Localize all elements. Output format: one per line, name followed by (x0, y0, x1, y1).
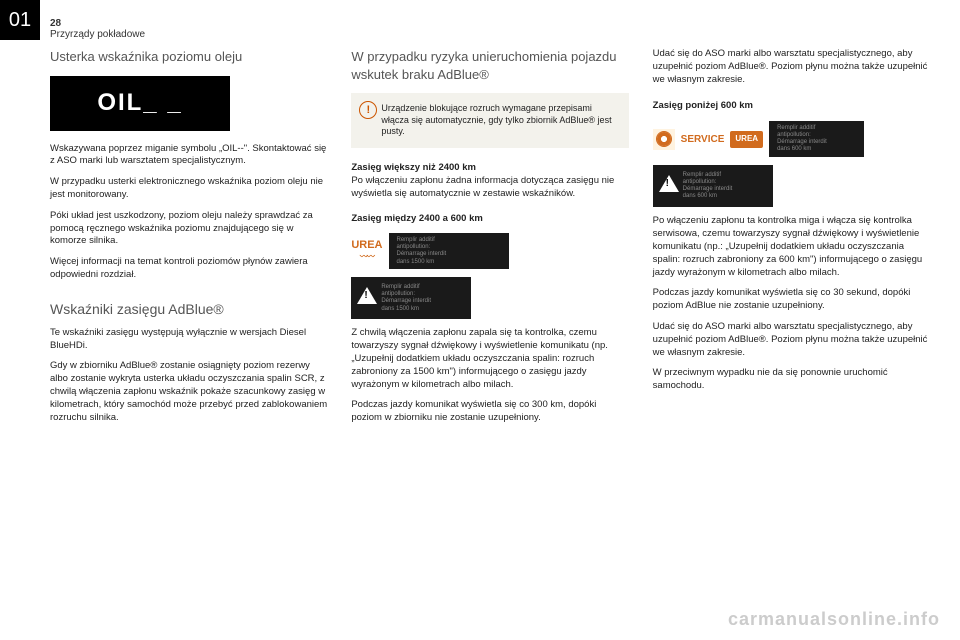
dashboard-message-panel: Remplir additif antipollution: Démarrage… (389, 233, 509, 269)
paragraph: Po włączeniu zapłonu żadna informacja do… (351, 175, 628, 201)
heading-risk: W przypadku ryzyka unieruchomienia pojaz… (351, 48, 628, 83)
sun-icon (657, 132, 671, 146)
paragraph: Póki układ jest uszkodzony, poziom oleju… (50, 210, 327, 248)
urea-icon: UREA〰〰 (351, 240, 382, 262)
warning-triangle-icon (357, 287, 377, 304)
watermark: carmanualsonline.info (728, 609, 940, 630)
paragraph: W przeciwnym wypadku nie da się ponownie… (653, 367, 930, 393)
paragraph: Te wskaźniki zasięgu występują wyłącznie… (50, 327, 327, 353)
range-label-600-2400: Zasięg między 2400 a 600 km (351, 213, 628, 226)
paragraph: Podczas jazdy komunikat wyświetla się co… (351, 399, 628, 425)
chapter-tab: 01 (0, 0, 40, 40)
oil-indicator-display: OIL_ _ (50, 76, 230, 131)
dashboard-message-panel: Remplir additif antipollution: Démarrage… (769, 121, 864, 157)
range-label-gt2400: Zasięg większy niż 2400 km (351, 162, 628, 175)
paragraph: Wskazywana poprzez miganie symbolu „OIL-… (50, 143, 327, 169)
column-2: W przypadku ryzyka unieruchomienia pojaz… (351, 48, 628, 433)
paragraph: Udać się do ASO marki albo warsztatu spe… (653, 321, 930, 359)
icon-row-urea: UREA〰〰 Remplir additif antipollution: Dé… (351, 233, 628, 269)
heading-oil-fault: Usterka wskaźnika poziomu oleju (50, 48, 327, 66)
paragraph: Z chwilą włączenia zapłonu zapala się ta… (351, 327, 628, 391)
warning-triangle-icon (659, 175, 679, 192)
column-1: Usterka wskaźnika poziomu oleju OIL_ _ W… (50, 48, 327, 433)
paragraph: Więcej informacji na temat kontroli pozi… (50, 256, 327, 282)
icon-row-service: SERVICE UREA Remplir additif antipolluti… (653, 121, 930, 157)
service-icon (653, 129, 675, 150)
column-3: Udać się do ASO marki albo warsztatu spe… (653, 48, 930, 433)
range-label-lt600: Zasięg poniżej 600 km (653, 100, 930, 113)
content-columns: Usterka wskaźnika poziomu oleju OIL_ _ W… (50, 48, 930, 433)
service-label: SERVICE (681, 133, 725, 147)
page-header: 28 Przyrządy pokładowe (50, 18, 145, 40)
dashboard-warning-panel: Remplir additif antipollution: Démarrage… (653, 165, 773, 207)
paragraph: Po włączeniu zapłonu ta kontrolka miga i… (653, 215, 930, 279)
paragraph: Udać się do ASO marki albo warsztatu spe… (653, 48, 930, 86)
dashboard-warning-panel: Remplir additif antipollution: Démarrage… (351, 277, 471, 319)
paragraph: Gdy w zbiorniku AdBlue® zostanie osiągni… (50, 360, 327, 424)
paragraph: Podczas jazdy komunikat wyświetla się co… (653, 287, 930, 313)
urea-badge-icon: UREA (730, 131, 763, 148)
warning-text: Urządzenie blokujące rozruch wymagane pr… (381, 103, 611, 136)
paragraph: W przypadku usterki elektronicznego wska… (50, 176, 327, 202)
heading-adblue-range: Wskaźniki zasięgu AdBlue® (50, 300, 327, 319)
page-number: 28 (50, 18, 61, 29)
section-title: Przyrządy pokładowe (50, 29, 145, 40)
warning-callout: Urządzenie blokujące rozruch wymagane pr… (351, 93, 628, 148)
